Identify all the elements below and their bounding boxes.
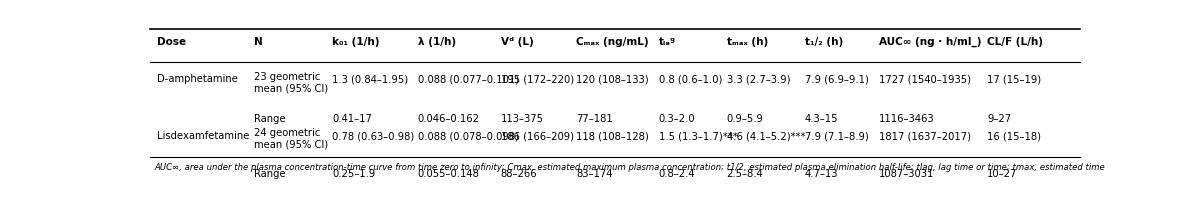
Text: 1.5 (1.3–1.7)***: 1.5 (1.3–1.7)*** [659, 131, 738, 141]
Text: 23 geometric
mean (95% CI): 23 geometric mean (95% CI) [254, 72, 329, 93]
Text: 0.9–5.9: 0.9–5.9 [727, 114, 763, 124]
Text: 1.3 (0.84–1.95): 1.3 (0.84–1.95) [332, 74, 408, 84]
Text: 113–375: 113–375 [500, 114, 544, 124]
Text: Dose: Dose [157, 37, 186, 47]
Text: 4.7–13: 4.7–13 [805, 169, 839, 179]
Text: Range: Range [254, 169, 286, 179]
Text: 1727 (1540–1935): 1727 (1540–1935) [880, 74, 971, 84]
Text: AUC∞, area under the plasma concentration-time curve from time zero to infinity;: AUC∞, area under the plasma concentratio… [155, 163, 1105, 173]
Text: 120 (108–133): 120 (108–133) [576, 74, 648, 84]
Text: 0.055–0.148: 0.055–0.148 [418, 169, 480, 179]
Text: D-amphetamine: D-amphetamine [157, 74, 239, 84]
Text: 3.3 (2.7–3.9): 3.3 (2.7–3.9) [727, 74, 790, 84]
Text: Range: Range [254, 114, 286, 124]
Text: 0.046–0.162: 0.046–0.162 [418, 114, 480, 124]
Text: 0.25–1.9: 0.25–1.9 [332, 169, 376, 179]
Text: 0.41–17: 0.41–17 [332, 114, 372, 124]
Text: AUC∞ (ng · h/ml_): AUC∞ (ng · h/ml_) [880, 37, 982, 47]
Text: tₘₐₓ (h): tₘₐₓ (h) [727, 37, 768, 47]
Text: 16 (15–18): 16 (15–18) [986, 131, 1042, 141]
Text: 88–266: 88–266 [500, 169, 538, 179]
Text: Cₘₐₓ (ng/mL): Cₘₐₓ (ng/mL) [576, 37, 648, 47]
Text: 0.8–2.4: 0.8–2.4 [659, 169, 695, 179]
Text: 0.78 (0.63–0.98): 0.78 (0.63–0.98) [332, 131, 414, 141]
Text: 7.9 (6.9–9.1): 7.9 (6.9–9.1) [805, 74, 869, 84]
Text: 0.8 (0.6–1.0): 0.8 (0.6–1.0) [659, 74, 722, 84]
Text: t₁/₂ (h): t₁/₂ (h) [805, 37, 842, 47]
Text: 0.088 (0.077–0.101): 0.088 (0.077–0.101) [418, 74, 518, 84]
Text: 1817 (1637–2017): 1817 (1637–2017) [880, 131, 971, 141]
Text: 77–181: 77–181 [576, 114, 613, 124]
Text: 4.6 (4.1–5.2)***: 4.6 (4.1–5.2)*** [727, 131, 805, 141]
Text: 2.5–8.4: 2.5–8.4 [727, 169, 763, 179]
Text: 1116–3463: 1116–3463 [880, 114, 935, 124]
Text: 83–174: 83–174 [576, 169, 612, 179]
Text: Vᵈ (L): Vᵈ (L) [500, 37, 533, 47]
Text: 0.088 (0.078–0.098): 0.088 (0.078–0.098) [418, 131, 518, 141]
Text: 24 geometric
mean (95% CI): 24 geometric mean (95% CI) [254, 128, 329, 150]
Text: 1087–3031: 1087–3031 [880, 169, 935, 179]
Text: CL/F (L/h): CL/F (L/h) [986, 37, 1043, 47]
Text: λ (1/h): λ (1/h) [418, 37, 456, 47]
Text: 186 (166–209): 186 (166–209) [500, 131, 574, 141]
Text: 17 (15–19): 17 (15–19) [986, 74, 1042, 84]
Text: 4.3–15: 4.3–15 [805, 114, 839, 124]
Text: 9–27: 9–27 [986, 114, 1012, 124]
Text: 0.3–2.0: 0.3–2.0 [659, 114, 695, 124]
Text: 195 (172–220): 195 (172–220) [500, 74, 574, 84]
Text: tₗₐᵍ: tₗₐᵍ [659, 37, 676, 47]
Text: Lisdexamfetamine: Lisdexamfetamine [157, 131, 250, 141]
Text: 118 (108–128): 118 (108–128) [576, 131, 649, 141]
Text: k₀₁ (1/h): k₀₁ (1/h) [332, 37, 379, 47]
Text: 7.9 (7.1–8.9): 7.9 (7.1–8.9) [805, 131, 869, 141]
Text: N: N [254, 37, 263, 47]
Text: 10–27: 10–27 [986, 169, 1018, 179]
